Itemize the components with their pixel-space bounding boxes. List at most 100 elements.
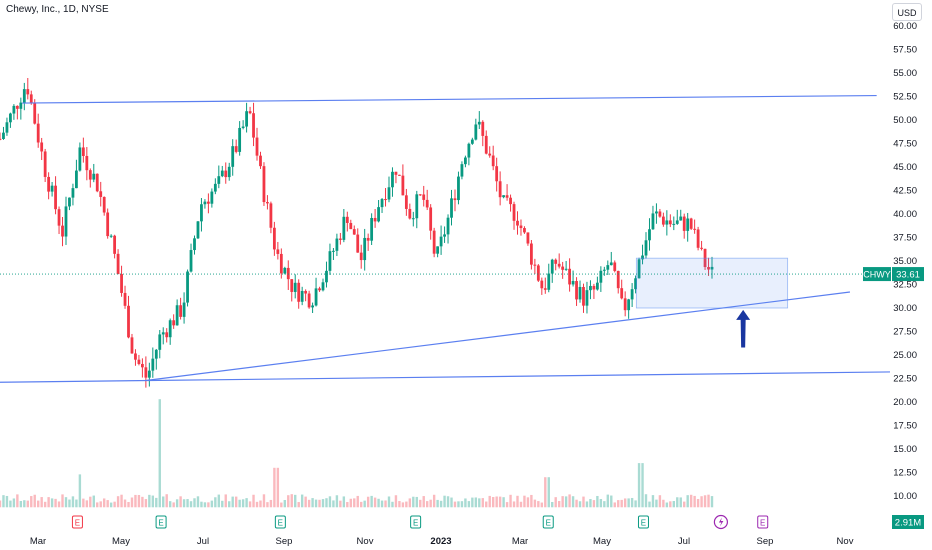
candle-body xyxy=(318,288,321,291)
candle-body xyxy=(127,305,130,338)
candle-body xyxy=(255,137,259,156)
candle-body xyxy=(377,207,380,222)
candle-body xyxy=(279,253,283,274)
candle-body xyxy=(338,238,342,240)
y-tick-label: 17.50 xyxy=(893,421,917,432)
earnings-icon-letter: E xyxy=(546,519,551,528)
candle-body xyxy=(623,298,627,311)
candle-body xyxy=(373,217,377,222)
volume-bar xyxy=(328,496,332,508)
volume-bar xyxy=(391,501,394,508)
lightning-icon xyxy=(718,517,724,527)
y-tick-label: 45.00 xyxy=(893,162,917,173)
volume-bar xyxy=(96,502,99,508)
candle-body xyxy=(710,266,714,270)
volume-bar xyxy=(78,474,82,508)
volume-bar xyxy=(332,500,335,508)
volume-bar xyxy=(700,496,703,508)
candle-body xyxy=(627,299,631,311)
volume-bar xyxy=(554,497,557,508)
candle-body xyxy=(297,282,301,302)
volume-bar xyxy=(672,500,675,508)
x-tick-label: May xyxy=(112,536,130,547)
candle-body xyxy=(571,281,575,285)
volume-bar xyxy=(412,496,415,508)
candle-body xyxy=(491,155,495,167)
volume-bar xyxy=(696,498,700,508)
candle-body xyxy=(99,191,103,197)
earnings-icon xyxy=(274,515,286,529)
volume-label-bg xyxy=(892,515,924,529)
volume-bar xyxy=(30,496,33,508)
candle-body xyxy=(57,209,61,226)
candle-body xyxy=(613,262,617,271)
candle-body xyxy=(464,157,467,165)
volume-bar xyxy=(71,496,75,508)
candle-body xyxy=(561,266,565,270)
candle-body xyxy=(582,286,585,306)
last-price-label-bg xyxy=(892,267,924,282)
candle-body xyxy=(175,305,179,326)
candle-body xyxy=(193,238,196,251)
candle-body xyxy=(411,218,415,220)
volume-bar xyxy=(335,495,339,508)
candle-body xyxy=(467,143,471,158)
volume-bar xyxy=(568,494,571,508)
candle-body xyxy=(526,232,530,244)
candle-body xyxy=(203,201,207,205)
x-tick-label: Nov xyxy=(837,536,854,547)
volume-bar xyxy=(186,499,189,508)
candle-body xyxy=(345,216,349,223)
volume-bar xyxy=(155,497,158,508)
volume-bar xyxy=(0,500,2,508)
candle-body xyxy=(693,228,697,230)
candle-body xyxy=(102,196,106,213)
candle-body xyxy=(547,273,551,290)
candle-body xyxy=(349,222,353,230)
price-axis: 60.00 57.50 55.00 52.50 50.00 47.50 45.00 42.50… xyxy=(893,21,917,502)
earnings-icon-letter: E xyxy=(641,519,646,528)
volume-bar xyxy=(498,496,502,508)
candle-body xyxy=(234,146,238,152)
candle-body xyxy=(568,268,571,285)
candle-body xyxy=(19,102,23,109)
candle-body xyxy=(543,288,547,290)
candle-body xyxy=(672,223,676,225)
volume-bar xyxy=(287,495,290,508)
candle-body xyxy=(283,267,287,274)
volume-bar xyxy=(276,467,280,508)
volume-bar xyxy=(120,494,123,508)
volume-bar xyxy=(57,501,61,508)
x-tick-label: May xyxy=(593,536,611,547)
volume-bar xyxy=(707,494,710,508)
candle-body xyxy=(276,249,280,254)
volume-bar xyxy=(627,498,630,508)
candle-body xyxy=(85,155,89,171)
earnings-icon-letter: E xyxy=(278,519,283,528)
candle-body xyxy=(154,349,158,359)
earnings-icon-letter: E xyxy=(158,519,163,528)
candle-body xyxy=(168,320,172,338)
candle-body xyxy=(245,111,248,127)
volume-bar xyxy=(137,494,141,508)
candle-body xyxy=(696,229,700,248)
y-tick-label: 12.50 xyxy=(893,468,917,479)
volume-bar xyxy=(620,499,623,508)
volume-bar xyxy=(446,496,450,508)
currency-button[interactable]: USD xyxy=(892,3,922,21)
candle-body xyxy=(418,194,422,196)
volume-bar xyxy=(339,500,342,508)
symbol-label: CHWY xyxy=(863,270,891,280)
volume-bar xyxy=(405,501,408,508)
candle-body xyxy=(286,267,290,280)
candle-body xyxy=(29,94,33,104)
volume-bar xyxy=(102,498,106,508)
volume-bar xyxy=(703,495,707,508)
volume-bar xyxy=(415,496,418,508)
volume-bar xyxy=(165,494,168,508)
candle-body xyxy=(408,208,412,219)
candle-body xyxy=(95,173,99,192)
candle-body xyxy=(651,213,655,230)
candle-body xyxy=(509,197,512,205)
